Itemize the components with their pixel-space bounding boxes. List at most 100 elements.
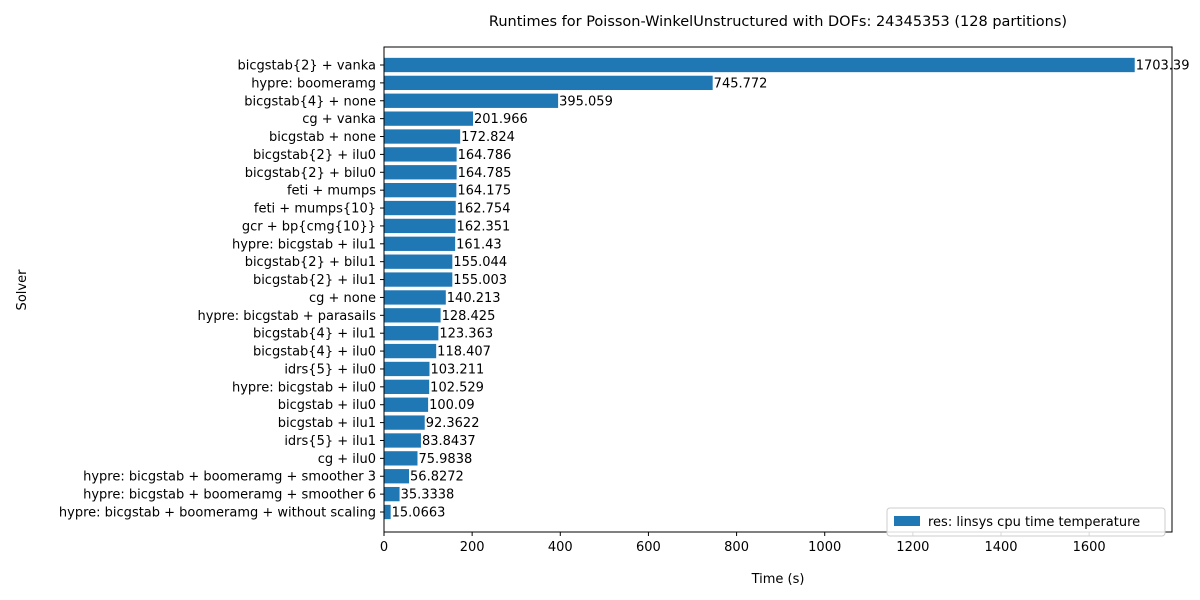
bar-value-label: 100.09: [429, 398, 475, 413]
x-tick-label: 800: [724, 540, 749, 555]
bar: [384, 397, 429, 412]
y-tick-label: bicgstab + none: [269, 130, 376, 145]
y-tick-label: idrs{5} + ilu0: [284, 362, 376, 377]
bar-value-label: 102.529: [430, 380, 484, 395]
bar-value-label: 162.754: [457, 202, 511, 217]
y-axis-label: Solver: [15, 269, 30, 311]
bar: [384, 379, 430, 394]
bar: [384, 469, 410, 484]
y-tick-label: hypre: bicgstab + boomeramg + without sc…: [59, 506, 376, 521]
x-tick-label: 1200: [896, 540, 929, 555]
bar: [384, 415, 425, 430]
y-tick-label: hypre: bicgstab + boomeramg + smoother 6: [83, 488, 376, 503]
y-tick-label: idrs{5} + ilu1: [284, 434, 376, 449]
y-tick-label: cg + vanka: [302, 112, 376, 127]
bar: [384, 183, 457, 198]
y-tick-label: bicgstab + ilu0: [278, 398, 376, 413]
bar-value-label: 164.175: [457, 184, 511, 199]
bar-value-label: 56.8272: [410, 470, 464, 485]
bar-value-label: 164.785: [458, 166, 512, 181]
bar: [384, 451, 418, 466]
bar: [384, 111, 474, 126]
bar-value-label: 164.786: [458, 148, 512, 163]
bar: [384, 218, 456, 234]
bar-value-label: 395.059: [559, 94, 613, 109]
bar-value-label: 201.966: [474, 112, 528, 127]
bar: [384, 165, 457, 180]
bar-value-label: 92.3622: [426, 416, 480, 431]
bar: [384, 326, 439, 341]
y-tick-label: bicgstab{2} + bilu1: [245, 255, 376, 270]
bar: [384, 236, 456, 251]
y-tick-label: bicgstab + ilu1: [278, 416, 376, 431]
bar: [384, 361, 430, 377]
bar: [384, 290, 446, 305]
y-tick-label: hypre: bicgstab + boomeramg + smoother 3: [83, 470, 376, 485]
legend: res: linsys cpu time temperature: [886, 507, 1166, 537]
y-tick-label: bicgstab{2} + vanka: [238, 59, 377, 74]
chart-title: Runtimes for Poisson-WinkelUnstructured …: [489, 14, 1067, 30]
bar: [384, 200, 456, 216]
bar-value-label: 103.211: [430, 362, 484, 377]
bar-value-label: 83.8437: [422, 434, 476, 449]
bar: [384, 272, 453, 287]
y-tick-label: bicgstab{4} + ilu0: [253, 345, 376, 360]
y-tick-label: hypre: bicgstab + ilu0: [232, 380, 376, 395]
bar-value-label: 155.003: [453, 273, 507, 288]
x-tick-label: 200: [460, 540, 485, 555]
bar: [384, 504, 391, 520]
y-tick-label: hypre: boomeramg: [251, 76, 376, 91]
plot-frame: [383, 46, 1173, 533]
x-axis-label: Time (s): [751, 572, 805, 587]
y-tick-label: hypre: bicgstab + parasails: [197, 309, 376, 324]
y-tick-label: bicgstab{4} + ilu1: [253, 327, 376, 342]
y-tick-label: feti + mumps{10}: [254, 202, 376, 217]
y-tick-label: bicgstab{2} + ilu0: [253, 148, 376, 163]
y-tick-label: feti + mumps: [287, 184, 376, 199]
x-tick-label: 1600: [1073, 540, 1106, 555]
x-tick-label: 0: [380, 540, 388, 555]
bar-value-label: 123.363: [439, 327, 493, 342]
y-tick-label: bicgstab{2} + ilu1: [253, 273, 376, 288]
bar-value-label: 118.407: [437, 345, 491, 360]
legend-swatch: [894, 516, 920, 526]
bar: [384, 75, 713, 91]
bar-value-label: 155.044: [453, 255, 507, 270]
y-tick-label: gcr + bp{cmg{10}}: [242, 219, 376, 234]
bar-value-label: 75.9838: [418, 452, 472, 467]
bar-value-label: 128.425: [442, 309, 496, 324]
x-tick-label: 400: [548, 540, 573, 555]
bar: [384, 254, 453, 269]
x-tick-label: 600: [636, 540, 661, 555]
bar-value-label: 35.3338: [401, 488, 455, 503]
bar: [384, 308, 441, 323]
y-tick-labels: bicgstab{2} + vanka hypre: boomeramg bicgs…: [59, 59, 384, 521]
y-tick-label: cg + none: [309, 291, 376, 306]
bars-group: [384, 57, 1135, 520]
bar-value-label: 1703.39: [1136, 59, 1190, 74]
bar-value-labels: 1703.39 745.772 395.059 201.966 172.824 164.7…: [392, 59, 1190, 521]
bar: [384, 147, 457, 162]
y-tick-label: bicgstab{4} + none: [244, 94, 376, 109]
y-tick-label: cg + ilu0: [318, 452, 376, 467]
y-tick-label: bicgstab{2} + bilu0: [245, 166, 376, 181]
bar: [384, 486, 400, 502]
bar: [384, 433, 421, 448]
bar-value-label: 162.351: [457, 219, 511, 234]
x-ticks: 0 200 400 600 800 1000 1200 1400 1600: [380, 532, 1106, 555]
x-tick-label: 1400: [984, 540, 1017, 555]
bar: [384, 57, 1135, 73]
bar-value-label: 15.0663: [392, 506, 446, 521]
legend-label: res: linsys cpu time temperature: [928, 515, 1140, 530]
y-tick-label: hypre: bicgstab + ilu1: [232, 237, 376, 252]
x-tick-label: 1000: [808, 540, 841, 555]
bar-value-label: 140.213: [447, 291, 501, 306]
legend-frame: [886, 507, 1166, 537]
bar: [384, 343, 437, 359]
bar-value-label: 172.824: [461, 130, 515, 145]
bar-value-label: 161.43: [456, 237, 502, 252]
bar: [384, 129, 461, 144]
bar: [384, 93, 559, 108]
bar-value-label: 745.772: [714, 76, 768, 91]
